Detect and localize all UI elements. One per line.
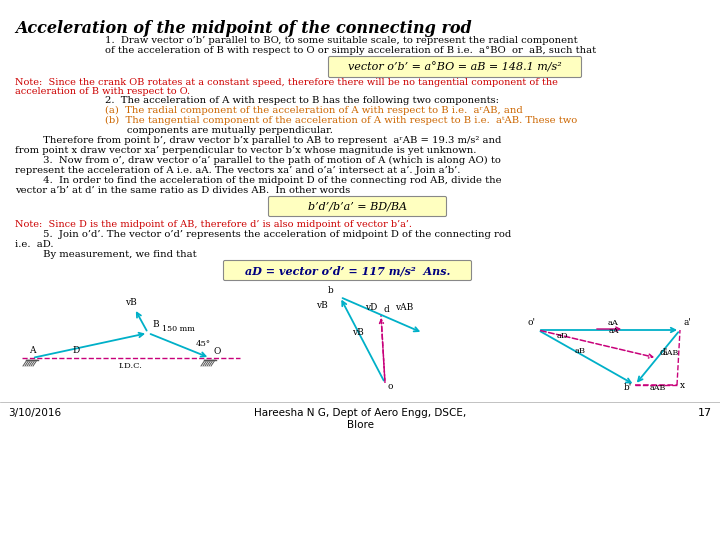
Text: 1.  Draw vector o’b’ parallel to BO, to some suitable scale, to represent the ra: 1. Draw vector o’b’ parallel to BO, to s… bbox=[105, 36, 577, 45]
Text: aD: aD bbox=[557, 332, 569, 340]
Text: d: d bbox=[384, 305, 390, 314]
Text: vD: vD bbox=[365, 303, 377, 312]
Text: acceleration of B with respect to O.: acceleration of B with respect to O. bbox=[15, 87, 190, 96]
Text: vB: vB bbox=[125, 299, 136, 307]
Text: O: O bbox=[213, 347, 220, 356]
Text: aB: aB bbox=[575, 347, 586, 355]
Text: A: A bbox=[29, 346, 35, 355]
Text: Therefore from point b’, draw vector b’x parallel to AB to represent  aʳAB = 19.: Therefore from point b’, draw vector b’x… bbox=[15, 136, 501, 145]
Text: aAB: aAB bbox=[663, 349, 680, 357]
Text: 45°: 45° bbox=[196, 340, 211, 348]
Text: aA: aA bbox=[608, 319, 619, 327]
Text: D: D bbox=[73, 346, 80, 355]
Text: x: x bbox=[680, 381, 685, 390]
Text: of the acceleration of B with respect to O or simply acceleration of B i.e.  a°B: of the acceleration of B with respect to… bbox=[105, 46, 596, 55]
Text: Hareesha N G, Dept of Aero Engg, DSCE,
Blore: Hareesha N G, Dept of Aero Engg, DSCE, B… bbox=[254, 408, 466, 430]
Text: Acceleration of the midpoint of the connecting rod: Acceleration of the midpoint of the conn… bbox=[15, 20, 472, 37]
Text: aAB: aAB bbox=[650, 384, 667, 392]
Text: from point x draw vector xa’ perpendicular to vector b’x whose magnitude is yet : from point x draw vector xa’ perpendicul… bbox=[15, 146, 477, 155]
Text: 17: 17 bbox=[698, 408, 712, 418]
Text: vB: vB bbox=[352, 328, 364, 337]
Text: 4.  In order to find the acceleration of the midpoint D of the connecting rod AB: 4. In order to find the acceleration of … bbox=[15, 176, 502, 185]
Text: b’d’/b’a’ = BD/BA: b’d’/b’a’ = BD/BA bbox=[308, 201, 407, 212]
Text: (a)  The radial component of the acceleration of A with respect to B i.e.  aʳAB,: (a) The radial component of the accelera… bbox=[105, 106, 523, 115]
Text: d': d' bbox=[660, 348, 668, 357]
Text: Note:  Since the crank OB rotates at a constant speed, therefore there will be n: Note: Since the crank OB rotates at a co… bbox=[15, 78, 558, 87]
Text: a': a' bbox=[683, 318, 691, 327]
Text: b: b bbox=[328, 286, 334, 295]
Text: components are mutually perpendicular.: components are mutually perpendicular. bbox=[105, 126, 333, 135]
Text: 2.  The acceleration of A with respect to B has the following two components:: 2. The acceleration of A with respect to… bbox=[105, 96, 499, 105]
Text: vector o’b’ = a°BO = aB = 148.1 m/s²: vector o’b’ = a°BO = aB = 148.1 m/s² bbox=[348, 62, 562, 72]
Text: vB: vB bbox=[316, 301, 328, 310]
Text: Note:  Since D is the midpoint of AB, therefore d’ is also midpoint of vector b’: Note: Since D is the midpoint of AB, the… bbox=[15, 220, 412, 229]
Text: 3/10/2016: 3/10/2016 bbox=[8, 408, 61, 418]
Text: b': b' bbox=[624, 383, 632, 392]
Text: 3.  Now from o’, draw vector o’a’ parallel to the path of motion of A (which is : 3. Now from o’, draw vector o’a’ paralle… bbox=[15, 156, 501, 165]
Text: o': o' bbox=[527, 318, 535, 327]
Text: By measurement, we find that: By measurement, we find that bbox=[15, 250, 197, 259]
Text: 5.  Join o’d’. The vector o’d’ represents the acceleration of midpoint D of the : 5. Join o’d’. The vector o’d’ represents… bbox=[15, 230, 511, 239]
Text: o: o bbox=[388, 382, 394, 391]
Text: (b)  The tangential component of the acceleration of A with respect to B i.e.  a: (b) The tangential component of the acce… bbox=[105, 116, 577, 125]
Text: I.D.C.: I.D.C. bbox=[118, 362, 142, 370]
Text: aA: aA bbox=[609, 327, 619, 335]
FancyBboxPatch shape bbox=[328, 57, 582, 78]
Text: vAB: vAB bbox=[395, 303, 413, 312]
Text: aD = vector o’d’ = 117 m/s²  Ans.: aD = vector o’d’ = 117 m/s² Ans. bbox=[245, 265, 450, 276]
Text: 150 mm: 150 mm bbox=[161, 325, 194, 333]
Text: represent the acceleration of A i.e. aA. The vectors xa’ and o’a’ intersect at a: represent the acceleration of A i.e. aA.… bbox=[15, 166, 460, 175]
Text: B: B bbox=[152, 320, 158, 329]
Text: i.e.  aD.: i.e. aD. bbox=[15, 240, 53, 249]
Text: vector a’b’ at d’ in the same ratio as D divides AB.  In other words: vector a’b’ at d’ in the same ratio as D… bbox=[15, 186, 350, 195]
FancyBboxPatch shape bbox=[269, 197, 446, 217]
FancyBboxPatch shape bbox=[223, 260, 472, 280]
